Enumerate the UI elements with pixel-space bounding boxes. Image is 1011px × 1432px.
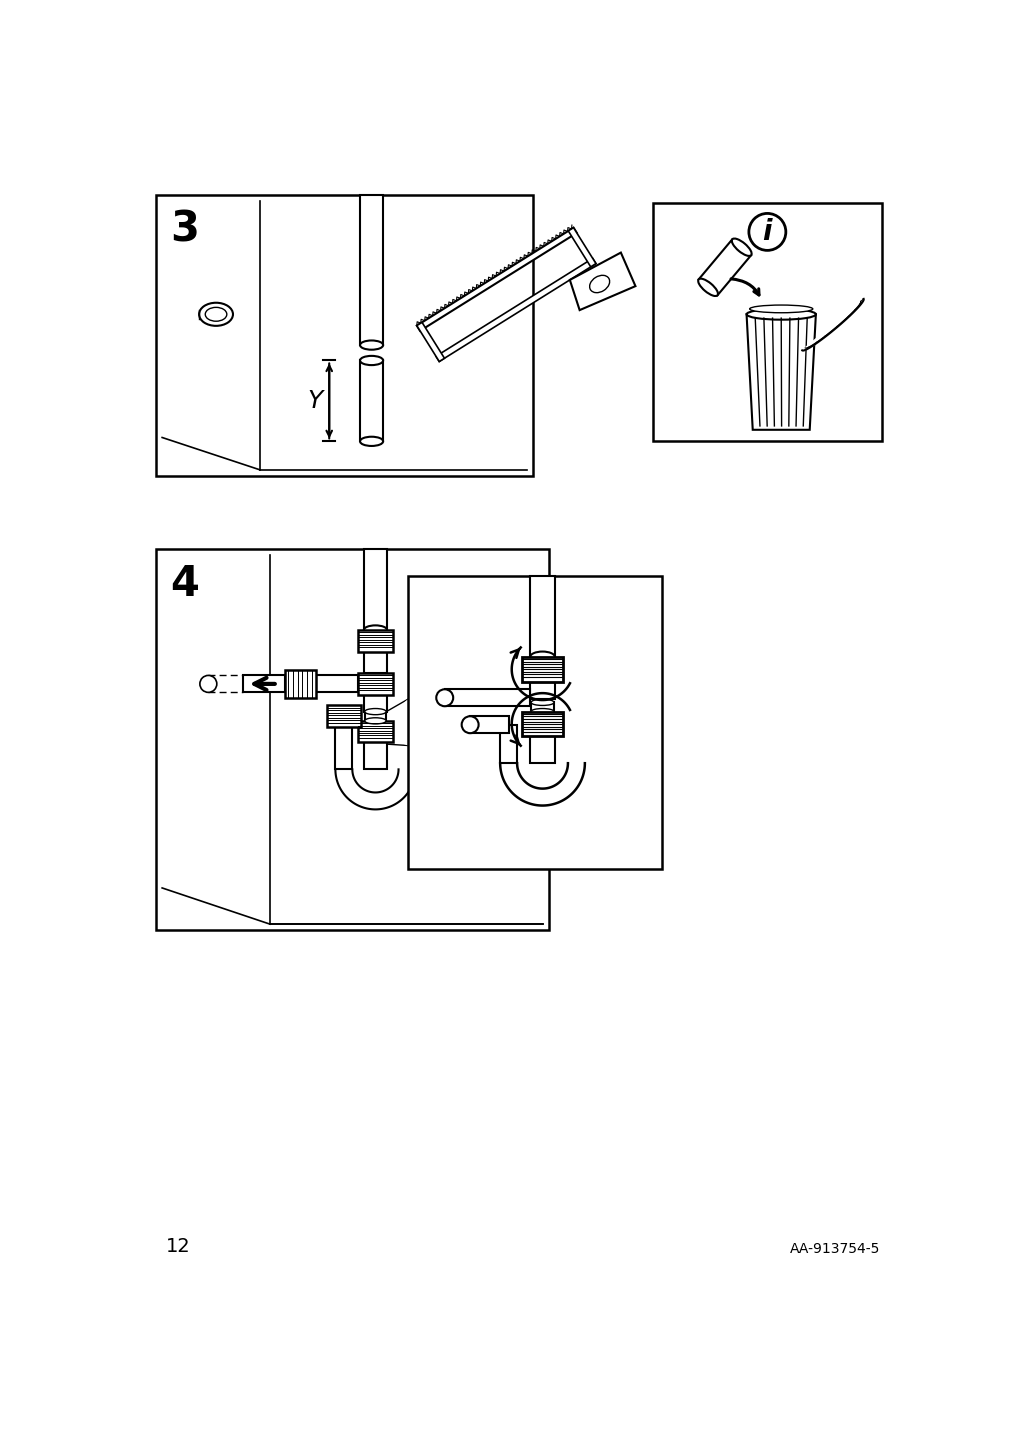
- Bar: [364, 652, 386, 673]
- Bar: [327, 706, 361, 727]
- Bar: [360, 361, 383, 441]
- Bar: [522, 657, 562, 682]
- Polygon shape: [568, 228, 595, 266]
- Ellipse shape: [589, 275, 609, 292]
- Ellipse shape: [364, 709, 386, 715]
- Text: 3: 3: [170, 209, 198, 251]
- Bar: [285, 670, 315, 697]
- Polygon shape: [335, 769, 416, 809]
- Polygon shape: [569, 252, 635, 311]
- Bar: [470, 716, 509, 733]
- Ellipse shape: [530, 652, 554, 663]
- Ellipse shape: [698, 279, 717, 296]
- Ellipse shape: [205, 308, 226, 321]
- Bar: [364, 548, 386, 630]
- Text: i: i: [762, 218, 771, 246]
- Ellipse shape: [436, 689, 453, 706]
- Bar: [530, 576, 554, 657]
- Bar: [357, 673, 392, 695]
- Bar: [364, 742, 386, 769]
- Bar: [522, 712, 562, 736]
- Ellipse shape: [749, 305, 812, 312]
- Bar: [530, 736, 554, 763]
- Polygon shape: [802, 299, 863, 351]
- Ellipse shape: [360, 357, 383, 365]
- Bar: [156, 548, 548, 931]
- Bar: [531, 702, 554, 712]
- Polygon shape: [417, 228, 576, 331]
- Polygon shape: [698, 239, 750, 295]
- Polygon shape: [436, 258, 595, 361]
- Bar: [407, 576, 661, 869]
- Polygon shape: [499, 763, 584, 806]
- Bar: [357, 720, 392, 742]
- Polygon shape: [746, 314, 815, 430]
- Ellipse shape: [364, 626, 386, 634]
- Ellipse shape: [199, 302, 233, 326]
- Text: AA-913754-5: AA-913754-5: [789, 1242, 879, 1256]
- Ellipse shape: [531, 709, 553, 715]
- Bar: [652, 203, 882, 441]
- Text: 4: 4: [170, 563, 198, 604]
- Polygon shape: [371, 699, 407, 746]
- Ellipse shape: [364, 717, 386, 725]
- Ellipse shape: [199, 676, 216, 692]
- Bar: [357, 630, 392, 652]
- Ellipse shape: [746, 309, 815, 319]
- Bar: [444, 689, 530, 706]
- Ellipse shape: [731, 239, 751, 256]
- Bar: [530, 682, 554, 699]
- Bar: [499, 725, 517, 763]
- Bar: [315, 676, 357, 692]
- Ellipse shape: [461, 716, 478, 733]
- Circle shape: [748, 213, 786, 251]
- Ellipse shape: [360, 341, 383, 349]
- Text: Y: Y: [307, 390, 323, 412]
- Bar: [360, 195, 383, 345]
- Polygon shape: [417, 322, 444, 361]
- Bar: [364, 712, 386, 720]
- Text: 12: 12: [166, 1237, 190, 1256]
- Bar: [156, 195, 533, 475]
- Ellipse shape: [531, 699, 553, 706]
- Bar: [364, 695, 386, 712]
- Bar: [335, 727, 352, 769]
- Ellipse shape: [360, 437, 383, 445]
- Bar: [243, 676, 285, 692]
